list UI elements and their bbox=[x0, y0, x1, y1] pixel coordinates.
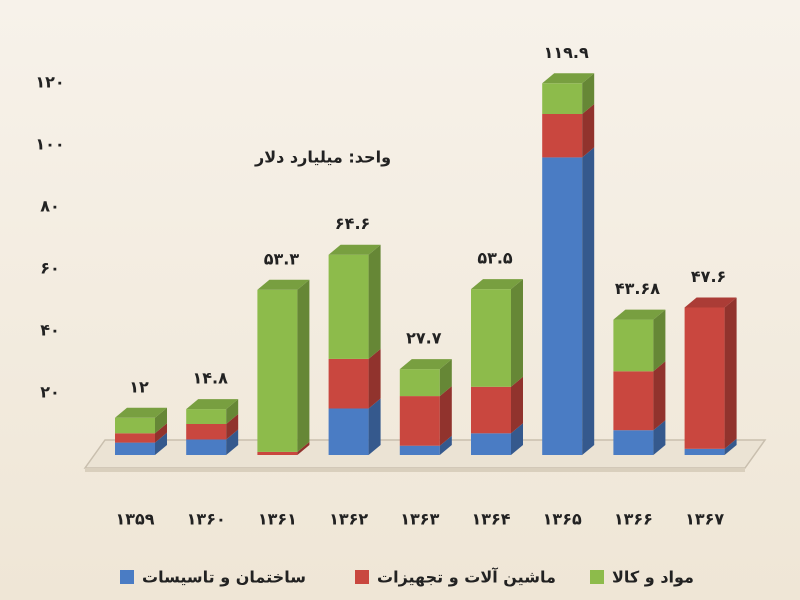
bar-side bbox=[439, 435, 452, 455]
bar-segment bbox=[257, 451, 298, 455]
x-tick-label: ۱۳۶۰ bbox=[187, 510, 226, 529]
bar-segment bbox=[328, 408, 369, 455]
x-tick-label: ۱۳۶۳ bbox=[400, 510, 439, 529]
bar-segment bbox=[613, 430, 654, 455]
total-label: ۲۷.۷ bbox=[406, 329, 442, 348]
bar-segment bbox=[684, 307, 725, 449]
y-tick-label: ۱۲۰ bbox=[35, 73, 64, 92]
legend-label: مواد و کالا bbox=[612, 568, 694, 587]
x-tick-label: ۱۳۶۵ bbox=[543, 510, 582, 529]
bar-side bbox=[439, 386, 452, 446]
total-label: ۶۴.۶ bbox=[335, 214, 370, 233]
total-label: ۴۳.۶۸ bbox=[615, 279, 660, 298]
bar-segment bbox=[471, 386, 511, 434]
y-tick-label: ۲۰ bbox=[40, 383, 60, 402]
legend-label: ساختمان و تاسیسات bbox=[142, 568, 306, 587]
bar-top bbox=[399, 359, 452, 370]
bar-side bbox=[653, 361, 666, 431]
bar-segment bbox=[328, 254, 369, 359]
bar-segment bbox=[542, 157, 583, 455]
bar-top bbox=[186, 399, 239, 410]
bar-segment bbox=[186, 409, 227, 424]
x-tick-label: ۱۳۶۴ bbox=[471, 510, 510, 529]
unit-label: واحد: میلیارد دلار bbox=[254, 148, 391, 167]
legend-swatch bbox=[355, 570, 369, 584]
bar-segment bbox=[399, 369, 440, 397]
bar-side bbox=[653, 420, 666, 455]
bar-segment bbox=[399, 445, 440, 455]
total-label: ۵۳.۳ bbox=[264, 249, 300, 268]
x-tick-label: ۱۳۶۲ bbox=[329, 510, 368, 529]
y-tick-label: ۴۰ bbox=[40, 321, 60, 340]
bar-side bbox=[368, 348, 381, 409]
bar-side bbox=[226, 399, 239, 424]
bar-top bbox=[328, 244, 381, 255]
bar-segment bbox=[684, 448, 725, 455]
bar-side bbox=[724, 438, 737, 455]
x-tick-label: ۱۳۵۹ bbox=[115, 510, 154, 529]
bar-side bbox=[297, 279, 310, 452]
bar-segment bbox=[115, 433, 155, 443]
y-tick-label: ۱۰۰ bbox=[35, 135, 64, 154]
bar-segment bbox=[115, 417, 155, 434]
total-label: ۴۷.۶ bbox=[691, 267, 726, 286]
bar-side bbox=[155, 407, 167, 434]
bar-top bbox=[613, 309, 666, 320]
bar-segment bbox=[257, 289, 298, 452]
legend-label: ماشین آلات و تجهیزات bbox=[377, 567, 556, 587]
bar-side bbox=[297, 441, 310, 455]
bar-segment bbox=[328, 358, 369, 409]
bar-side bbox=[511, 279, 523, 387]
bar-top bbox=[471, 279, 523, 290]
bar-top bbox=[257, 279, 310, 290]
bar-top bbox=[684, 297, 737, 308]
total-label: ۵۳.۵ bbox=[477, 249, 513, 268]
x-tick-label: ۱۳۶۷ bbox=[685, 510, 724, 529]
bar-side bbox=[368, 244, 381, 359]
x-tick-label: ۱۳۶۱ bbox=[258, 510, 297, 529]
bar-segment bbox=[186, 424, 227, 440]
floor-edge bbox=[85, 468, 745, 472]
bar-segment bbox=[613, 371, 654, 431]
bar-top bbox=[115, 407, 167, 418]
bar-side bbox=[439, 359, 452, 397]
total-label: ۱۲ bbox=[129, 377, 149, 396]
bar-segment bbox=[186, 439, 227, 455]
bar-side bbox=[582, 104, 595, 158]
bar-segment bbox=[399, 396, 440, 446]
bar-segment bbox=[542, 114, 583, 158]
bar-side bbox=[653, 309, 666, 372]
bar-side bbox=[582, 147, 595, 455]
x-tick-label: ۱۳۶۶ bbox=[614, 510, 653, 529]
bar-segment bbox=[115, 442, 155, 455]
y-tick-label: ۸۰ bbox=[40, 197, 60, 216]
total-label: ۱۴.۸ bbox=[193, 369, 229, 388]
bar-side bbox=[155, 432, 167, 455]
bar-side bbox=[226, 414, 239, 440]
bar-side bbox=[511, 423, 523, 455]
total-label: ۱۱۹.۹ bbox=[544, 43, 589, 62]
bar-segment bbox=[542, 83, 583, 114]
bar-side bbox=[368, 398, 381, 455]
legend-swatch bbox=[120, 570, 134, 584]
bar-side bbox=[724, 297, 737, 449]
bar-side bbox=[155, 423, 167, 443]
bar-side bbox=[226, 429, 239, 455]
bar-segment bbox=[613, 319, 654, 372]
bar-side bbox=[511, 376, 523, 434]
bar-segment bbox=[471, 433, 511, 455]
bar-side bbox=[582, 73, 595, 114]
bar-top bbox=[542, 73, 595, 84]
legend-swatch bbox=[590, 570, 604, 584]
bar-segment bbox=[471, 289, 511, 387]
y-tick-label: ۶۰ bbox=[40, 259, 60, 278]
